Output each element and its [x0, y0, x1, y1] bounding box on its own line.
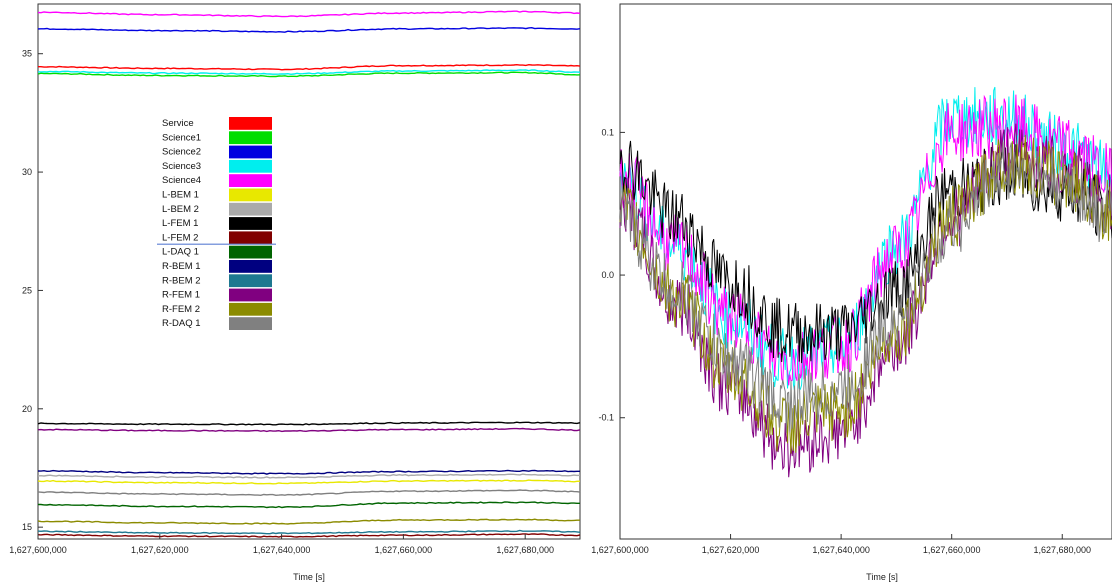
series-line-r-daq-1: [37, 489, 581, 497]
legend: Service Science1 Science2 Science3 Science4 L…: [157, 117, 276, 330]
series-line-l-bem-2: [37, 473, 581, 479]
legend-label: L-FEM 2: [162, 232, 198, 243]
legend-label: L-DAQ 1: [162, 247, 199, 258]
legend-swatch: [229, 274, 272, 288]
legend-label: Service: [162, 118, 194, 129]
series-line-trace-3: [619, 123, 1112, 478]
right-x-axis-label: Time [s]: [866, 572, 898, 582]
legend-label: R-BEM 1: [162, 261, 201, 272]
legend-swatch: [229, 131, 272, 145]
legend-swatch: [229, 159, 272, 173]
left-plot-frame: [37, 3, 581, 540]
series-line-trace-5: [619, 141, 1112, 433]
x-tick-label: 1,627,660,000: [923, 545, 981, 555]
legend-label: R-FEM 2: [162, 304, 200, 315]
legend-label: Science3: [162, 161, 201, 172]
left-x-axis: 1,627,600,000 1,627,620,000 1,627,640,000 1…: [9, 534, 554, 555]
legend-label: R-BEM 2: [162, 275, 201, 286]
x-tick-label: 1,627,680,000: [1033, 545, 1091, 555]
x-tick-label: 1,627,640,000: [812, 545, 870, 555]
legend-swatch: [229, 231, 272, 245]
y-tick-label: 35: [22, 49, 32, 59]
legend-label: R-DAQ 1: [162, 318, 201, 329]
legend-label: L-BEM 2: [162, 204, 199, 215]
legend-label: Science1: [162, 132, 201, 143]
right-plot-frame: [619, 3, 1112, 540]
legend-swatch: [229, 217, 272, 230]
legend-label: Science4: [162, 175, 201, 186]
legend-label: R-FEM 1: [162, 290, 200, 301]
series-line-l-daq-1: [38, 501, 580, 509]
right-y-axis: -0.1 0.0 0.1: [598, 127, 625, 423]
x-tick-label: 1,627,660,000: [375, 545, 433, 555]
series-line-r-fem-1: [37, 427, 581, 433]
left-plot-series: [37, 10, 581, 538]
series-line-science2: [37, 26, 581, 33]
x-tick-label: 1,627,620,000: [131, 545, 189, 555]
x-tick-label: 1,627,600,000: [591, 545, 649, 555]
series-line-science4: [37, 10, 581, 18]
legend-swatch: [229, 302, 272, 316]
x-tick-label: 1,627,640,000: [253, 545, 311, 555]
y-tick-label: -0.1: [598, 413, 614, 423]
series-line-r-fem-2: [37, 518, 580, 525]
x-tick-label: 1,627,680,000: [496, 545, 554, 555]
left-y-axis: 15 20 25 30 35: [22, 49, 43, 532]
legend-swatch: [229, 117, 272, 130]
legend-label: Science2: [162, 147, 201, 158]
legend-swatch: [229, 188, 272, 202]
legend-swatch: [229, 245, 272, 259]
legend-label: L-BEM 1: [162, 190, 199, 201]
y-tick-label: 15: [22, 522, 32, 532]
legend-swatch: [229, 260, 272, 273]
series-line-l-fem-2: [37, 533, 581, 538]
legend-swatch: [229, 288, 272, 302]
series-line-l-bem-1: [37, 479, 581, 485]
series-line-trace-0: [619, 86, 1112, 391]
series-line-trace-1: [619, 94, 1112, 388]
x-tick-label: 1,627,600,000: [9, 545, 67, 555]
x-tick-label: 1,627,620,000: [702, 545, 760, 555]
legend-swatch: [229, 145, 272, 159]
y-tick-label: 0.1: [601, 127, 614, 137]
series-line-science1: [37, 71, 581, 78]
y-tick-label: 0.0: [601, 270, 614, 280]
series-line-science3: [37, 69, 581, 76]
series-line-service: [38, 63, 581, 71]
series-line-l-fem-1: [37, 421, 581, 426]
legend-swatch: [229, 174, 272, 187]
right-plot-series: [619, 86, 1112, 478]
y-tick-label: 30: [22, 167, 32, 177]
left-x-axis-label: Time [s]: [293, 572, 325, 582]
legend-swatch: [229, 317, 272, 330]
y-tick-label: 25: [22, 285, 32, 295]
series-line-r-bem-1: [37, 469, 580, 475]
y-tick-label: 20: [22, 404, 32, 414]
series-line-r-bem-2: [37, 529, 581, 535]
right-x-axis: 1,627,600,000 1,627,620,000 1,627,640,000 1…: [591, 534, 1091, 555]
legend-swatch: [229, 202, 272, 216]
legend-label: L-FEM 1: [162, 218, 198, 229]
